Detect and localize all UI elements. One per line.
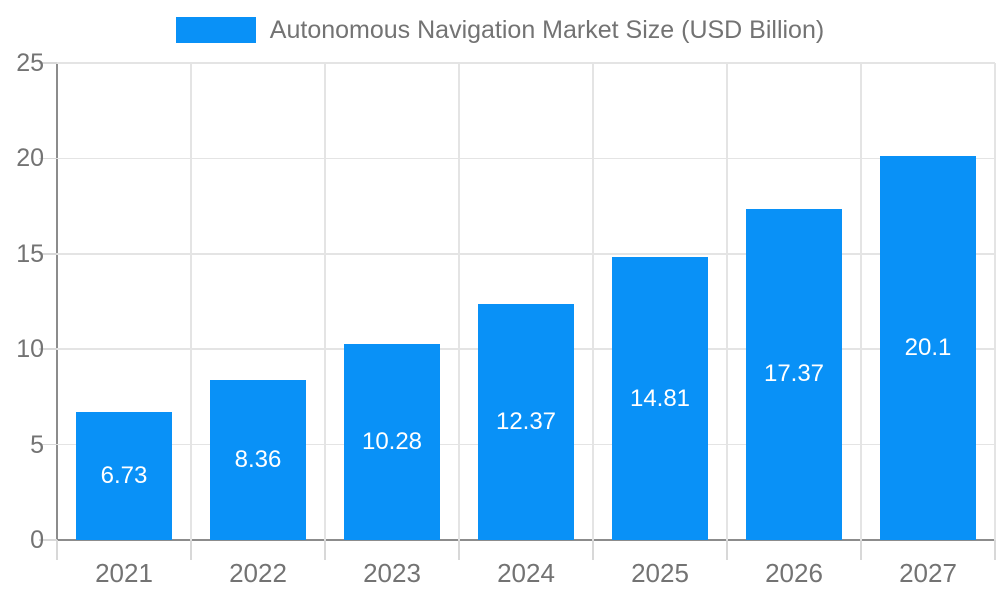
y-tick-label: 15: [16, 239, 44, 268]
vertical-gridline: [592, 63, 594, 540]
bar: [612, 257, 708, 540]
x-tick-label: 2027: [899, 558, 957, 588]
bar-value-label: 8.36: [234, 446, 282, 474]
y-tick-label: 0: [30, 526, 44, 554]
y-tick-label: 10: [16, 335, 44, 364]
bar-value-label: 6.73: [100, 461, 148, 489]
x-tick-label: 2023: [363, 558, 421, 588]
x-axis-tick: [458, 540, 460, 560]
y-axis-tick: [39, 443, 57, 446]
x-axis-tick: [592, 540, 594, 560]
y-axis-tick: [39, 253, 57, 255]
bar: [746, 208, 842, 540]
x-tick-label: 2022: [229, 558, 287, 588]
legend-label: Autonomous Navigation Market Size (USD B…: [269, 16, 825, 44]
vertical-gridline: [190, 63, 192, 540]
legend: Autonomous Navigation Market Size (USD B…: [0, 15, 1000, 45]
vertical-gridline: [994, 63, 996, 540]
x-tick-label: 2026: [765, 558, 823, 588]
bar-value-label: 14.81: [629, 384, 691, 412]
x-axis-tick: [860, 540, 862, 560]
y-tick-label: 5: [30, 430, 44, 459]
bar: [880, 156, 976, 540]
vertical-gridline: [458, 63, 460, 540]
bar: [210, 380, 306, 540]
legend-swatch: [175, 17, 256, 43]
bar-value-label: 17.37: [763, 360, 825, 388]
horizontal-gridline: [57, 157, 995, 160]
bar: [76, 411, 172, 540]
x-tick-label: 2024: [497, 558, 555, 588]
x-axis-tick: [726, 540, 728, 560]
bar-value-label: 10.28: [361, 427, 423, 455]
vertical-gridline: [324, 63, 326, 540]
x-tick-label: 2025: [631, 558, 689, 588]
horizontal-gridline: [57, 62, 995, 64]
y-tick-label: 25: [16, 49, 44, 77]
x-axis-tick: [190, 540, 192, 560]
x-axis-tick: [324, 540, 326, 560]
bar: [344, 343, 440, 540]
y-axis-tick: [39, 157, 57, 160]
bar-value-label: 20.1: [904, 334, 952, 362]
x-axis-tick: [56, 540, 58, 560]
bar-value-label: 12.37: [495, 407, 557, 435]
y-axis-tick: [39, 539, 57, 541]
x-axis-tick: [994, 540, 996, 560]
vertical-gridline: [726, 63, 728, 540]
x-tick-label: 2021: [95, 558, 153, 588]
vertical-gridline: [860, 63, 862, 540]
horizontal-gridline: [57, 253, 995, 255]
bar: [478, 303, 574, 540]
y-axis-tick: [39, 62, 57, 64]
y-tick-label: 20: [16, 144, 44, 173]
x-axis-line: [57, 539, 995, 541]
y-axis-tick: [39, 348, 57, 350]
y-axis-line: [56, 63, 58, 560]
